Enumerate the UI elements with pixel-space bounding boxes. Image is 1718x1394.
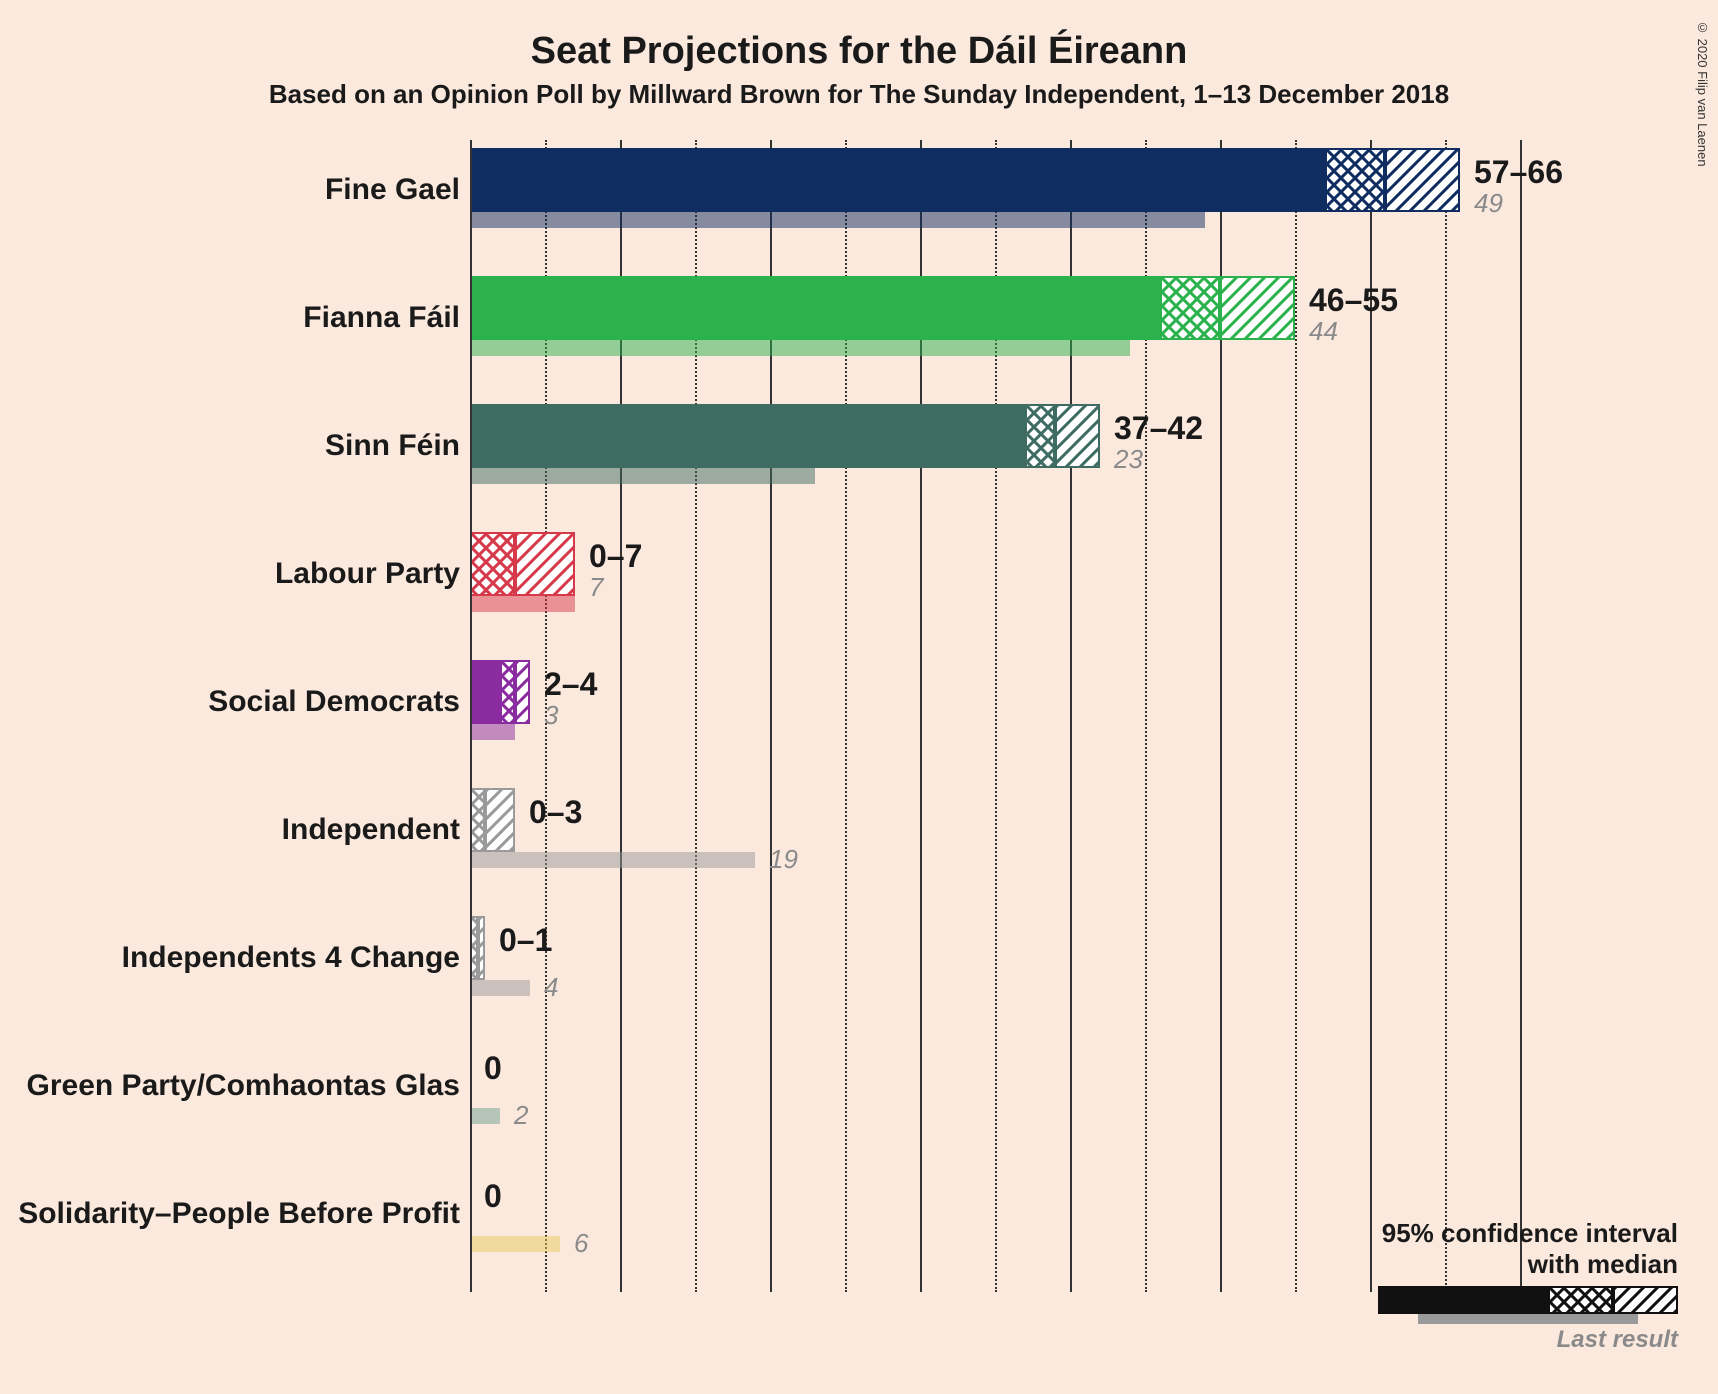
party-row: Sinn Féin37–4223 [470,396,1520,524]
party-row: Labour Party0–77 [470,524,1520,652]
party-name: Sinn Féin [325,429,460,463]
y-axis [470,140,472,1292]
party-row: Independents 4 Change0–14 [470,908,1520,1036]
ci-bar-lower [1025,404,1055,468]
last-result-label: 23 [1114,444,1143,475]
ci-bar-solid [470,660,500,724]
legend-line-2: with median [1378,1249,1678,1280]
chart-title: Seat Projections for the Dáil Éireann [0,0,1718,73]
last-result-bar [470,596,575,612]
party-row: Independent0–319 [470,780,1520,908]
last-result-label: 49 [1474,188,1503,219]
legend-segment [1378,1286,1548,1314]
party-name: Fine Gael [325,173,460,207]
projection-range-label: 46–55 [1309,282,1398,319]
ci-bar-upper [485,788,515,852]
projection-range-label: 0–1 [499,922,552,959]
gridline-major [1520,140,1522,1292]
copyright-text: © 2020 Filip van Laenen [1695,20,1710,167]
last-result-bar [470,1236,560,1252]
last-result-bar [470,468,815,484]
ci-bar-upper [1385,148,1460,212]
ci-bar-lower [1160,276,1220,340]
projection-range-label: 0–3 [529,794,582,831]
ci-bar-upper [515,660,530,724]
ci-bar-upper [1220,276,1295,340]
legend: 95% confidence interval with median Last… [1378,1218,1678,1354]
last-result-bar [470,340,1130,356]
ci-bar-lower [1325,148,1385,212]
legend-segment [1548,1286,1613,1314]
last-result-bar [470,1108,500,1124]
party-name: Solidarity–People Before Profit [18,1197,460,1231]
last-result-label: 4 [544,972,558,1003]
ci-bar-upper [1055,404,1100,468]
party-name: Fianna Fáil [303,301,460,335]
party-row: Green Party/Comhaontas Glas02 [470,1036,1520,1164]
legend-last-result-label: Last result [1378,1326,1678,1354]
last-result-bar [470,852,755,868]
party-name: Labour Party [275,557,460,591]
ci-bar-lower [500,660,515,724]
party-name: Independents 4 Change [122,941,460,975]
party-row: Fianna Fáil46–5544 [470,268,1520,396]
party-name: Independent [282,813,460,847]
ci-bar-upper [478,916,486,980]
ci-bar-upper [515,532,575,596]
projection-range-label: 2–4 [544,666,597,703]
ci-bar-solid [470,148,1325,212]
ci-bar-lower [470,788,485,852]
last-result-label: 19 [769,844,798,875]
projection-range-label: 0–7 [589,538,642,575]
legend-line-1: 95% confidence interval [1378,1218,1678,1249]
chart-plot-area: Fine Gael57–6649Fianna Fáil46–5544Sinn F… [470,140,1520,1340]
last-result-label: 3 [544,700,558,731]
last-result-label: 2 [514,1100,528,1131]
projection-range-label: 37–42 [1114,410,1203,447]
party-name: Social Democrats [208,685,460,719]
projection-range-label: 0 [484,1050,502,1087]
last-result-label: 44 [1309,316,1338,347]
party-row: Social Democrats2–43 [470,652,1520,780]
ci-bar-solid [470,276,1160,340]
last-result-bar [470,980,530,996]
party-name: Green Party/Comhaontas Glas [27,1069,460,1103]
legend-last-bar [1418,1314,1638,1324]
ci-bar-solid [470,404,1025,468]
projection-range-label: 57–66 [1474,154,1563,191]
last-result-label: 7 [589,572,603,603]
party-row: Fine Gael57–6649 [470,140,1520,268]
last-result-bar [470,212,1205,228]
last-result-label: 6 [574,1228,588,1259]
legend-segment [1613,1286,1678,1314]
party-row: Solidarity–People Before Profit06 [470,1164,1520,1292]
chart-subtitle: Based on an Opinion Poll by Millward Bro… [0,79,1718,110]
ci-bar-lower [470,532,515,596]
last-result-bar [470,724,515,740]
projection-range-label: 0 [484,1178,502,1215]
legend-sample-bar [1378,1286,1678,1326]
